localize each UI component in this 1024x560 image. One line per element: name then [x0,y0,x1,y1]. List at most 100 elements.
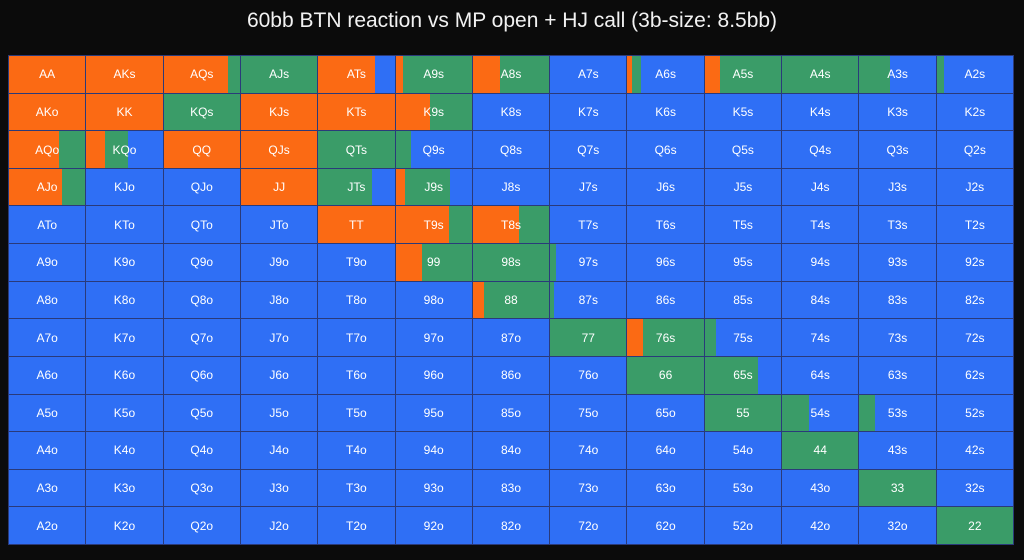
hand-cell-76o[interactable]: 76o [550,356,627,394]
hand-cell-84o[interactable]: 84o [472,432,550,469]
hand-cell-A6o[interactable]: A6o [9,356,86,394]
hand-cell-J8s[interactable]: J8s [472,168,550,206]
hand-cell-K5o[interactable]: K5o [86,394,163,432]
hand-cell-JTs[interactable]: JTs [318,168,395,206]
hand-cell-54o[interactable]: 54o [704,432,782,469]
hand-cell-63o[interactable]: 63o [627,469,704,507]
hand-cell-95s[interactable]: 95s [704,244,782,281]
hand-cell-T2s[interactable]: T2s [936,206,1013,244]
hand-cell-Q6o[interactable]: Q6o [163,356,240,394]
hand-cell-A8s[interactable]: A8s [472,56,550,93]
hand-cell-77[interactable]: 77 [550,319,627,356]
hand-cell-96s[interactable]: 96s [627,244,704,281]
hand-cell-A9o[interactable]: A9o [9,244,86,281]
hand-cell-87s[interactable]: 87s [550,281,627,319]
hand-cell-65s[interactable]: 65s [704,356,782,394]
hand-cell-J3s[interactable]: J3s [859,168,936,206]
hand-cell-72o[interactable]: 72o [550,507,627,544]
hand-cell-33[interactable]: 33 [859,469,936,507]
hand-cell-A9s[interactable]: A9s [395,56,472,93]
hand-cell-Q2s[interactable]: Q2s [936,131,1013,168]
hand-cell-T4o[interactable]: T4o [318,432,395,469]
hand-cell-52s[interactable]: 52s [936,394,1013,432]
hand-cell-AKo[interactable]: AKo [9,93,86,131]
hand-cell-T3s[interactable]: T3s [859,206,936,244]
hand-cell-66[interactable]: 66 [627,356,704,394]
hand-cell-92s[interactable]: 92s [936,244,1013,281]
hand-cell-Q3s[interactable]: Q3s [859,131,936,168]
hand-cell-KTo[interactable]: KTo [86,206,163,244]
hand-cell-T7o[interactable]: T7o [318,319,395,356]
hand-cell-J5o[interactable]: J5o [240,394,318,432]
hand-cell-T8o[interactable]: T8o [318,281,395,319]
hand-cell-KJs[interactable]: KJs [240,93,318,131]
hand-cell-64s[interactable]: 64s [782,356,859,394]
hand-cell-A4o[interactable]: A4o [9,432,86,469]
hand-cell-Q6s[interactable]: Q6s [627,131,704,168]
hand-cell-QTo[interactable]: QTo [163,206,240,244]
hand-cell-94o[interactable]: 94o [395,432,472,469]
hand-cell-AJo[interactable]: AJo [9,168,86,206]
hand-cell-J2o[interactable]: J2o [240,507,318,544]
hand-cell-T2o[interactable]: T2o [318,507,395,544]
hand-cell-Q9o[interactable]: Q9o [163,244,240,281]
hand-cell-99[interactable]: 99 [395,244,472,281]
hand-cell-KK[interactable]: KK [86,93,163,131]
hand-cell-A2s[interactable]: A2s [936,56,1013,93]
hand-cell-K9s[interactable]: K9s [395,93,472,131]
hand-cell-86o[interactable]: 86o [472,356,550,394]
hand-cell-Q7o[interactable]: Q7o [163,319,240,356]
hand-cell-54s[interactable]: 54s [782,394,859,432]
hand-cell-75s[interactable]: 75s [704,319,782,356]
hand-cell-T9o[interactable]: T9o [318,244,395,281]
hand-cell-83s[interactable]: 83s [859,281,936,319]
hand-cell-K8o[interactable]: K8o [86,281,163,319]
hand-cell-73s[interactable]: 73s [859,319,936,356]
hand-cell-ATs[interactable]: ATs [318,56,395,93]
hand-cell-Q3o[interactable]: Q3o [163,469,240,507]
hand-cell-QTs[interactable]: QTs [318,131,395,168]
hand-cell-K5s[interactable]: K5s [704,93,782,131]
hand-cell-74o[interactable]: 74o [550,432,627,469]
hand-cell-43s[interactable]: 43s [859,432,936,469]
hand-cell-55[interactable]: 55 [704,394,782,432]
hand-cell-QJs[interactable]: QJs [240,131,318,168]
hand-cell-97s[interactable]: 97s [550,244,627,281]
hand-cell-83o[interactable]: 83o [472,469,550,507]
hand-cell-74s[interactable]: 74s [782,319,859,356]
hand-cell-K9o[interactable]: K9o [86,244,163,281]
hand-cell-75o[interactable]: 75o [550,394,627,432]
hand-cell-KQo[interactable]: KQo [86,131,163,168]
hand-cell-Q9s[interactable]: Q9s [395,131,472,168]
hand-cell-KQs[interactable]: KQs [163,93,240,131]
hand-cell-T3o[interactable]: T3o [318,469,395,507]
hand-cell-QQ[interactable]: QQ [163,131,240,168]
hand-cell-AA[interactable]: AA [9,56,86,93]
hand-cell-82o[interactable]: 82o [472,507,550,544]
hand-cell-A8o[interactable]: A8o [9,281,86,319]
hand-cell-98s[interactable]: 98s [472,244,550,281]
hand-cell-84s[interactable]: 84s [782,281,859,319]
hand-cell-J5s[interactable]: J5s [704,168,782,206]
hand-cell-T5s[interactable]: T5s [704,206,782,244]
hand-cell-44[interactable]: 44 [782,432,859,469]
hand-cell-97o[interactable]: 97o [395,319,472,356]
hand-cell-63s[interactable]: 63s [859,356,936,394]
hand-cell-Q4s[interactable]: Q4s [782,131,859,168]
hand-cell-J9s[interactable]: J9s [395,168,472,206]
hand-cell-JTo[interactable]: JTo [240,206,318,244]
hand-cell-53s[interactable]: 53s [859,394,936,432]
hand-cell-J2s[interactable]: J2s [936,168,1013,206]
hand-cell-J3o[interactable]: J3o [240,469,318,507]
hand-cell-62s[interactable]: 62s [936,356,1013,394]
hand-cell-K3o[interactable]: K3o [86,469,163,507]
hand-cell-A3s[interactable]: A3s [859,56,936,93]
hand-cell-AJs[interactable]: AJs [240,56,318,93]
hand-cell-A6s[interactable]: A6s [627,56,704,93]
hand-cell-98o[interactable]: 98o [395,281,472,319]
hand-cell-K2s[interactable]: K2s [936,93,1013,131]
hand-cell-J7o[interactable]: J7o [240,319,318,356]
hand-cell-A4s[interactable]: A4s [782,56,859,93]
hand-cell-J6o[interactable]: J6o [240,356,318,394]
hand-cell-64o[interactable]: 64o [627,432,704,469]
